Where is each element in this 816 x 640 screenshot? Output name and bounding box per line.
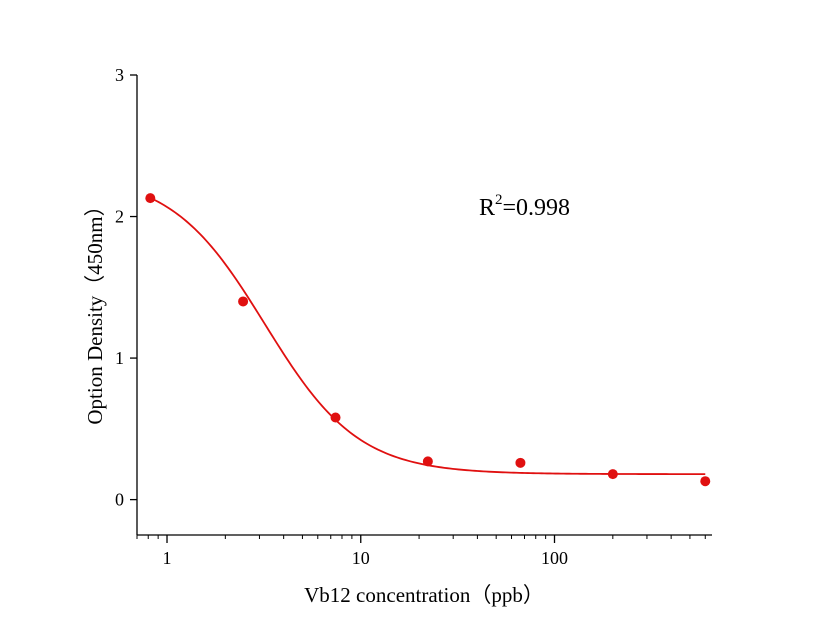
x-tick-label: 100 — [541, 548, 568, 568]
data-point — [330, 412, 341, 423]
r-squared-main: R — [479, 195, 495, 221]
x-ticks: 1 10 100 — [136, 535, 706, 568]
y-tick-label: 1 — [115, 348, 124, 368]
data-point — [515, 457, 526, 468]
fit-curve — [149, 197, 706, 476]
data-point — [145, 193, 156, 204]
y-tick-label: 3 — [115, 65, 124, 85]
r-squared-superscript: 2 — [495, 192, 503, 208]
data-point — [700, 476, 711, 487]
y-tick-label: 2 — [115, 207, 124, 227]
y-tick-label: 0 — [115, 490, 124, 510]
data-point — [607, 469, 618, 480]
y-axis-title: Option Density（450nm） — [83, 195, 107, 424]
x-tick-label: 10 — [352, 548, 370, 568]
r-squared-value: =0.998 — [503, 195, 571, 221]
x-tick-label: 1 — [163, 548, 172, 568]
y-ticks: 0 1 2 3 — [115, 65, 137, 510]
data-point — [422, 456, 433, 467]
r-squared-annotation: R2=0.998 — [479, 192, 570, 221]
points-layer — [145, 193, 711, 487]
fit-layer — [149, 197, 706, 476]
x-axis-title: Vb12 concentration（ppb） — [304, 583, 544, 607]
data-point — [238, 296, 249, 307]
